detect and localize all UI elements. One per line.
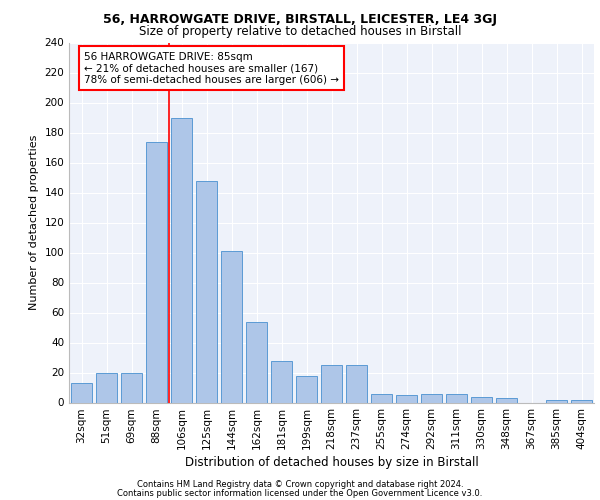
Bar bbox=[71, 383, 92, 402]
Y-axis label: Number of detached properties: Number of detached properties bbox=[29, 135, 39, 310]
Bar bbox=[271, 360, 292, 403]
Text: Contains HM Land Registry data © Crown copyright and database right 2024.: Contains HM Land Registry data © Crown c… bbox=[137, 480, 463, 489]
Bar bbox=[471, 396, 492, 402]
Bar bbox=[421, 394, 442, 402]
Bar bbox=[121, 372, 142, 402]
Bar bbox=[571, 400, 592, 402]
Bar bbox=[296, 376, 317, 402]
Text: 56 HARROWGATE DRIVE: 85sqm
← 21% of detached houses are smaller (167)
78% of sem: 56 HARROWGATE DRIVE: 85sqm ← 21% of deta… bbox=[84, 52, 339, 84]
Text: 56, HARROWGATE DRIVE, BIRSTALL, LEICESTER, LE4 3GJ: 56, HARROWGATE DRIVE, BIRSTALL, LEICESTE… bbox=[103, 12, 497, 26]
Text: Size of property relative to detached houses in Birstall: Size of property relative to detached ho… bbox=[139, 25, 461, 38]
Bar bbox=[96, 372, 117, 402]
Bar bbox=[171, 118, 192, 403]
X-axis label: Distribution of detached houses by size in Birstall: Distribution of detached houses by size … bbox=[185, 456, 478, 469]
Bar bbox=[396, 395, 417, 402]
Bar bbox=[321, 365, 342, 403]
Bar bbox=[146, 142, 167, 402]
Bar bbox=[346, 365, 367, 403]
Bar bbox=[221, 251, 242, 402]
Bar bbox=[496, 398, 517, 402]
Bar bbox=[371, 394, 392, 402]
Bar bbox=[546, 400, 567, 402]
Bar bbox=[196, 180, 217, 402]
Text: Contains public sector information licensed under the Open Government Licence v3: Contains public sector information licen… bbox=[118, 488, 482, 498]
Bar bbox=[446, 394, 467, 402]
Bar bbox=[246, 322, 267, 402]
